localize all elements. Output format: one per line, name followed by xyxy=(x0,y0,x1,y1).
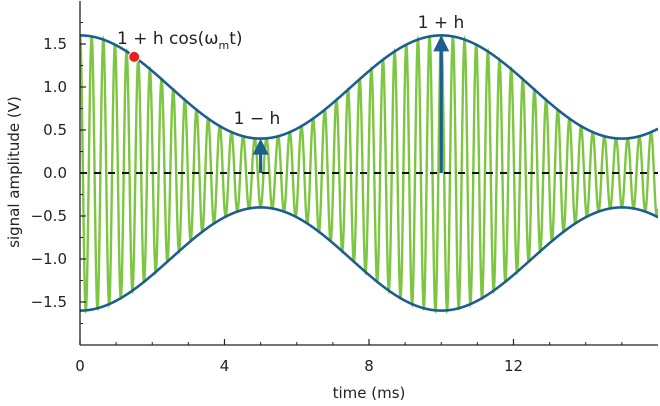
envelope-formula-label: 1 + h cos(ωmt) xyxy=(117,29,243,52)
y-axis-title: signal amplitude (V) xyxy=(5,96,23,248)
x-tick-label: 0 xyxy=(75,357,85,375)
y-tick-label: −0.5 xyxy=(31,207,67,225)
y-tick-label: 0.5 xyxy=(43,121,67,139)
y-tick-label: 1.5 xyxy=(43,35,67,53)
minimum-envelope-arrow-head xyxy=(252,138,269,155)
minimum-envelope-arrow xyxy=(252,138,269,173)
x-tick-label: 4 xyxy=(220,357,230,375)
x-axis-title: time (ms) xyxy=(333,384,406,402)
plot-layer xyxy=(80,34,658,315)
y-tick-label: −1.5 xyxy=(31,293,67,311)
x-tick-label: 8 xyxy=(364,357,374,375)
y-tick-label: 1.0 xyxy=(43,78,67,96)
modulated-signal-line xyxy=(80,35,658,315)
annotation-layer: 1 + h cos(ωmt) 1 − h 1 + h xyxy=(117,13,464,173)
minimum-envelope-label: 1 − h xyxy=(234,109,281,129)
axes-layer: 0 4 8 12 1.5 1.0 0.5 0.0 −0.5 −1.0 −1.5 xyxy=(31,1,658,375)
y-tick-label: 0.0 xyxy=(43,164,67,182)
lower-envelope-line xyxy=(80,206,658,312)
maximum-envelope-arrow xyxy=(433,35,450,173)
x-tick-label: 12 xyxy=(504,357,523,375)
envelope-formula-main: 1 + h cos(ω xyxy=(117,29,219,49)
envelope-formula-subscript: m xyxy=(219,39,230,52)
envelope-formula-tail: t) xyxy=(229,29,242,49)
maximum-envelope-label: 1 + h xyxy=(418,13,465,33)
upper-envelope-line xyxy=(80,34,658,140)
y-tick-label: −1.0 xyxy=(31,250,67,268)
envelope-marker-point xyxy=(128,50,141,63)
maximum-envelope-arrow-head xyxy=(433,35,450,52)
